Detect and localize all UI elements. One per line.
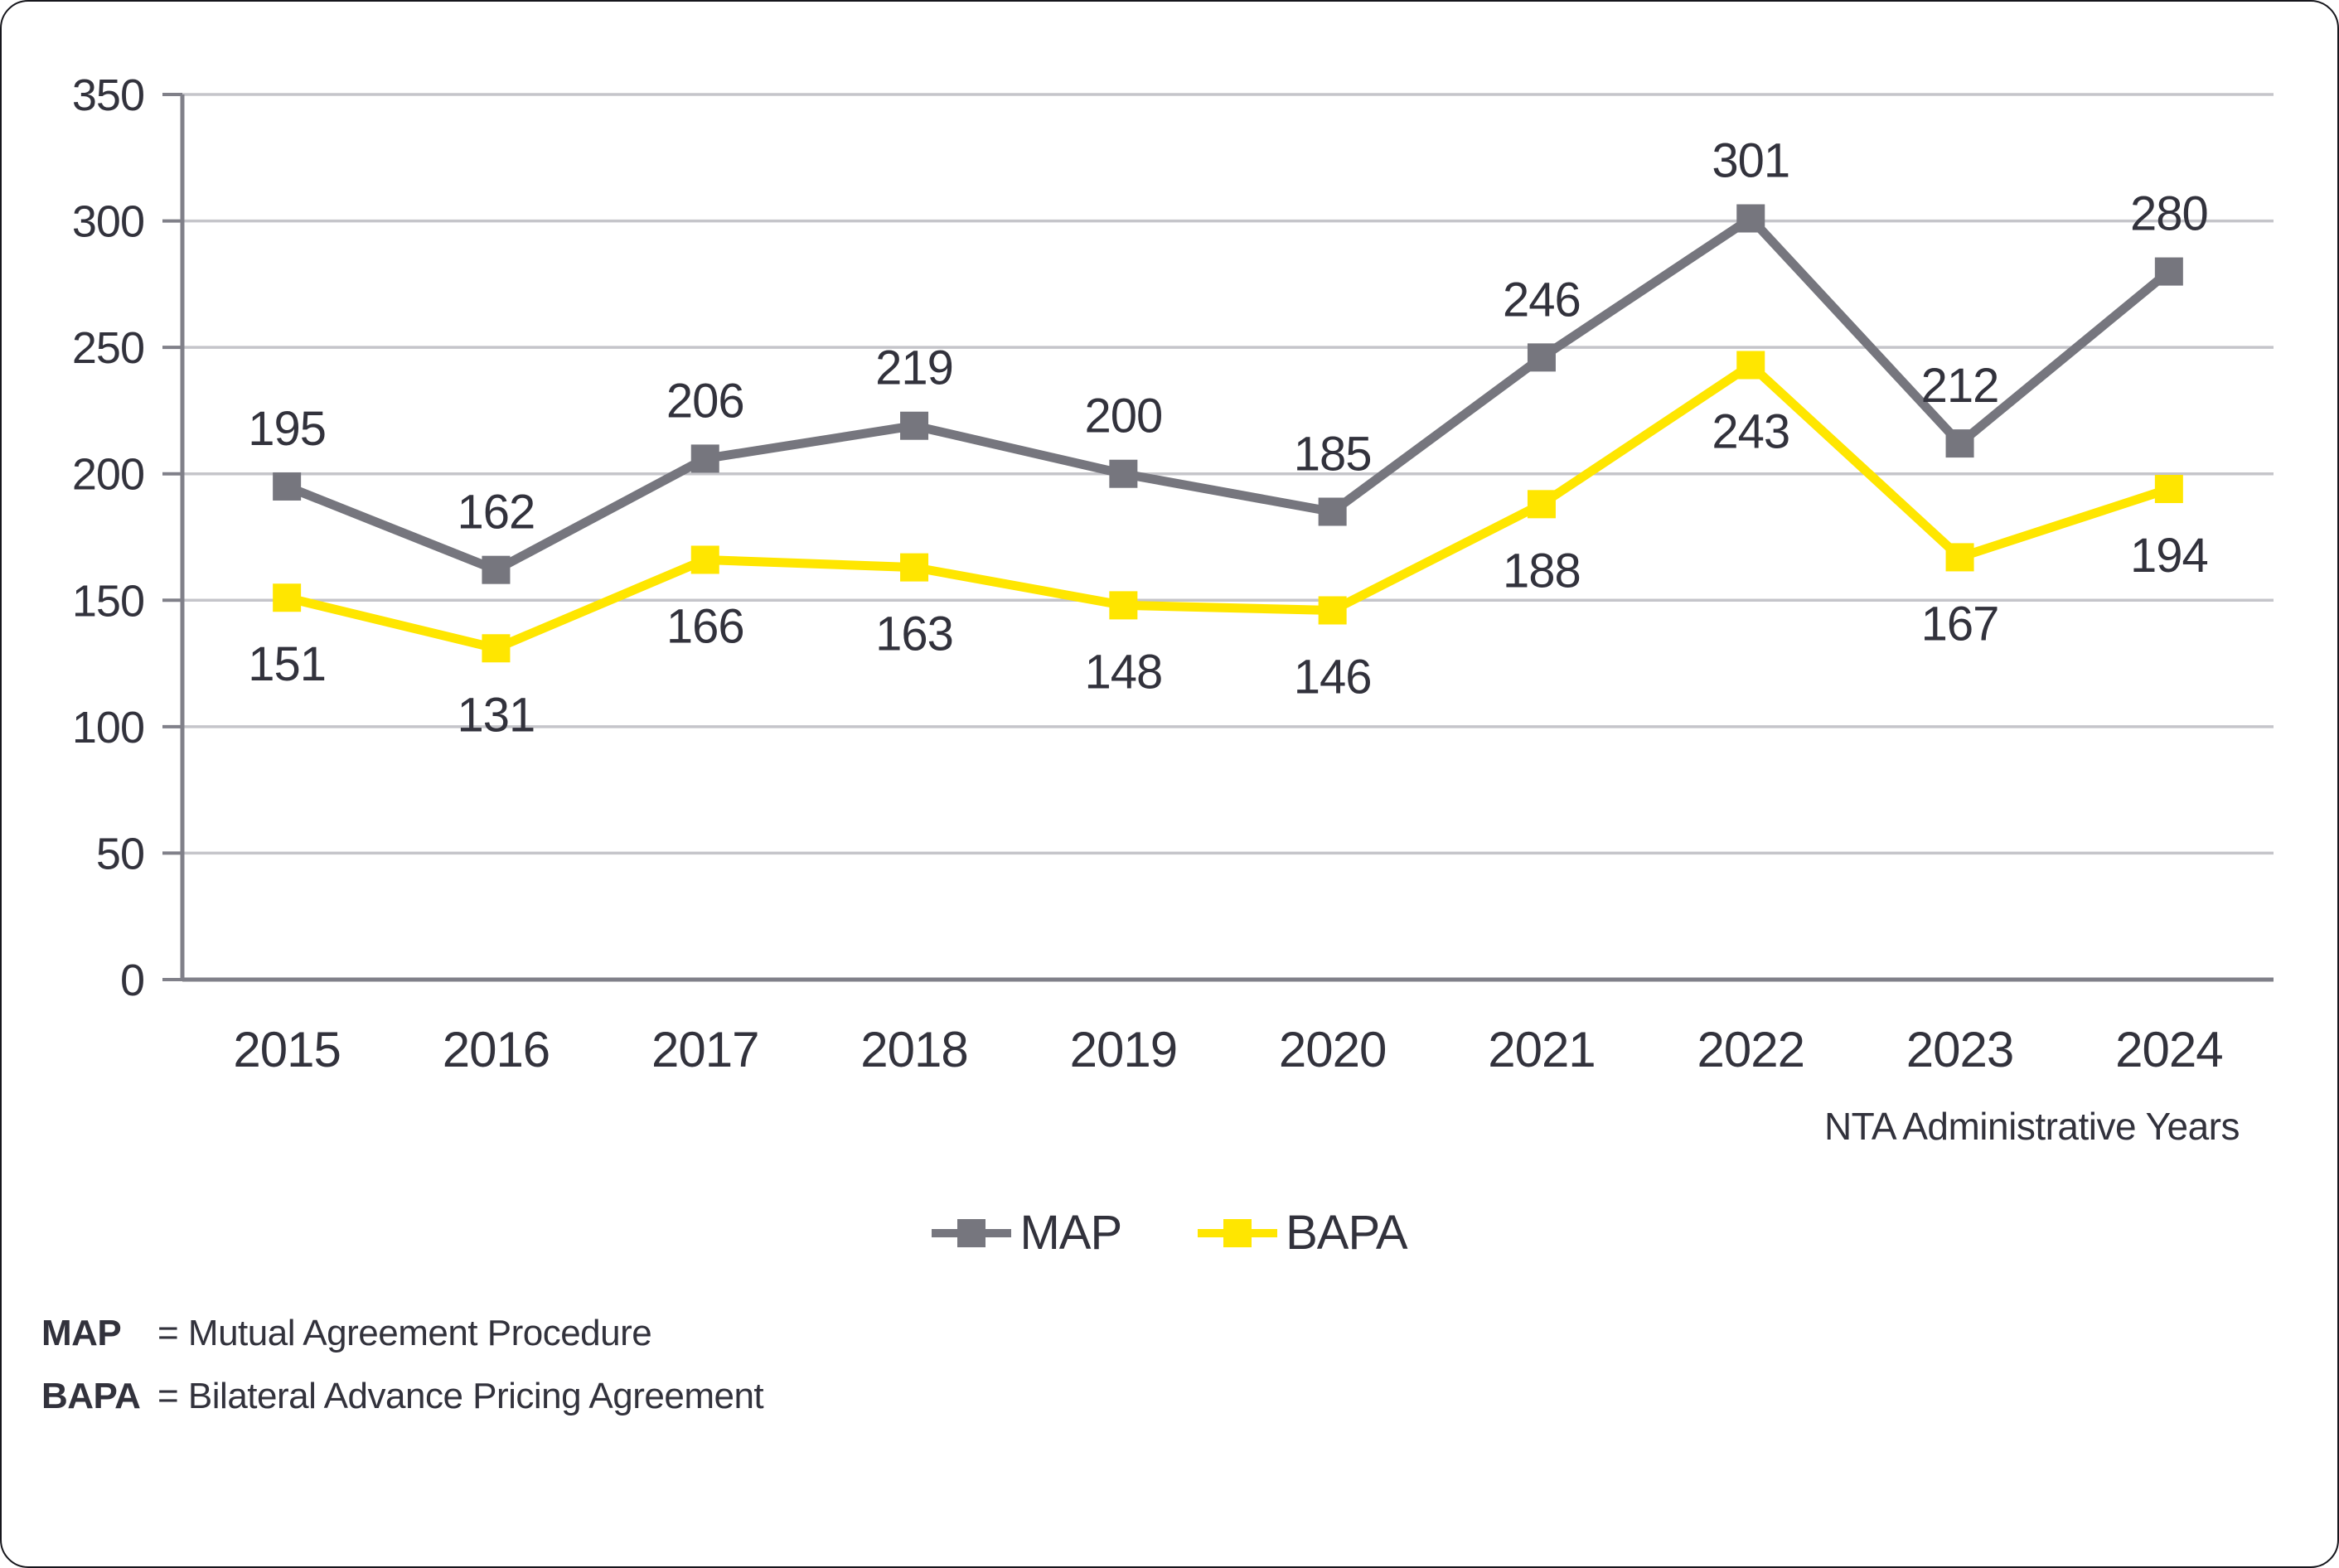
bapa-data-label: 166 <box>666 599 744 653</box>
bapa-data-label: 194 <box>2130 529 2208 583</box>
x-tick-label: 2021 <box>1488 1022 1595 1077</box>
bapa-marker <box>1109 591 1138 620</box>
map-marker <box>690 444 719 473</box>
y-tick-label: 0 <box>120 956 144 1005</box>
y-tick-label: 200 <box>72 450 144 500</box>
bapa-data-label: 243 <box>1712 405 1789 459</box>
map-data-label: 185 <box>1294 427 1372 481</box>
map-data-label: 195 <box>248 402 326 456</box>
map-data-label: 212 <box>1921 359 1999 413</box>
footnote-bapa-definition: = Bilateral Advance Pricing Agreement <box>157 1376 764 1416</box>
x-tick-label: 2016 <box>443 1022 550 1077</box>
map-data-label: 280 <box>2130 187 2208 241</box>
abbreviation-notes: MAP = Mutual Agreement Procedure BAPA = … <box>41 1313 764 1439</box>
map-marker <box>2154 257 2183 286</box>
map-marker <box>1527 343 1556 372</box>
legend-item-bapa: BAPA <box>1198 1205 1408 1261</box>
map-data-label: 246 <box>1503 273 1581 327</box>
map-data-label: 200 <box>1084 390 1162 443</box>
map-data-label: 301 <box>1712 134 1789 188</box>
footnote-bapa-term: BAPA <box>41 1376 141 1416</box>
bapa-marker <box>1736 351 1765 380</box>
chart-legend: MAP BAPA <box>2 1205 2337 1261</box>
x-tick-label: 2023 <box>1906 1022 2013 1077</box>
bapa-data-label: 163 <box>875 607 953 661</box>
map-series-swatch-icon <box>932 1218 1012 1248</box>
y-tick-label: 250 <box>72 323 144 373</box>
y-tick-label: 350 <box>72 70 144 120</box>
map-marker <box>900 411 929 440</box>
bapa-marker <box>1527 490 1556 519</box>
bapa-marker <box>482 634 511 663</box>
map-marker <box>1109 459 1138 488</box>
bapa-data-label: 146 <box>1294 650 1372 704</box>
y-tick-label: 50 <box>96 829 144 878</box>
x-tick-label: 2017 <box>651 1022 758 1077</box>
bapa-marker <box>1318 596 1347 625</box>
footnote-bapa: BAPA = Bilateral Advance Pricing Agreeme… <box>41 1376 764 1439</box>
x-tick-label: 2018 <box>860 1022 967 1077</box>
bapa-series-swatch-icon <box>1198 1218 1278 1248</box>
map-marker <box>482 555 511 584</box>
footnote-map-definition: = Mutual Agreement Procedure <box>157 1313 652 1353</box>
x-tick-label: 2020 <box>1279 1022 1386 1077</box>
map-marker <box>1318 497 1347 526</box>
bapa-marker <box>1945 543 1974 572</box>
map-data-label: 206 <box>666 374 744 428</box>
map-marker <box>1736 204 1765 233</box>
map-marker <box>273 472 302 501</box>
bapa-marker <box>273 583 302 612</box>
legend-item-map: MAP <box>932 1205 1122 1261</box>
bapa-marker <box>690 545 719 574</box>
bapa-data-label: 188 <box>1503 544 1581 598</box>
bapa-data-label: 148 <box>1084 645 1162 699</box>
footnote-map-term: MAP <box>41 1313 122 1353</box>
bapa-data-label: 167 <box>1921 597 1999 651</box>
x-tick-label: 2015 <box>233 1022 340 1077</box>
legend-label-map: MAP <box>1019 1206 1122 1260</box>
bapa-data-label: 131 <box>458 688 535 742</box>
footnote-map: MAP = Mutual Agreement Procedure <box>41 1313 763 1376</box>
map-marker <box>1945 429 1974 458</box>
x-axis-title: NTA Administrative Years <box>1823 1105 2240 1148</box>
bapa-data-label: 151 <box>248 637 326 691</box>
map-data-label: 219 <box>875 341 953 395</box>
bapa-marker <box>900 553 929 582</box>
bapa-marker <box>2154 475 2183 504</box>
x-tick-label: 2024 <box>2115 1022 2222 1077</box>
y-tick-label: 300 <box>72 197 144 247</box>
x-tick-label: 2022 <box>1697 1022 1804 1077</box>
y-tick-label: 150 <box>72 576 144 626</box>
y-tick-label: 100 <box>72 703 144 753</box>
x-tick-label: 2019 <box>1070 1022 1177 1077</box>
map-data-label: 162 <box>458 486 535 540</box>
legend-label-bapa: BAPA <box>1286 1206 1407 1260</box>
